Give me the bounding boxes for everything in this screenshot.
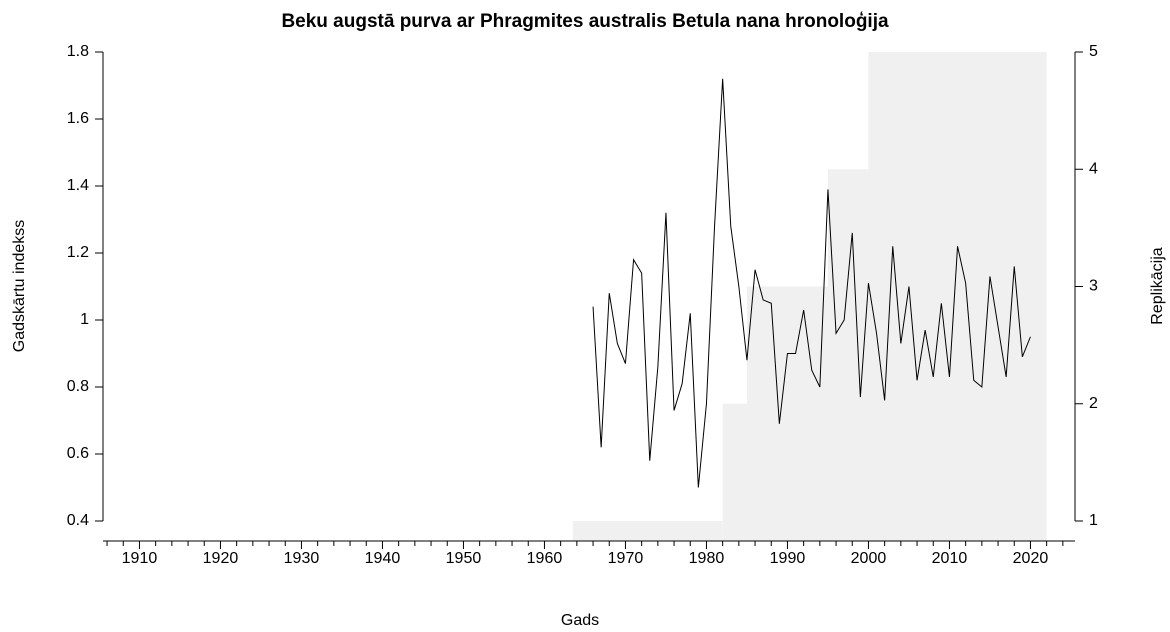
x-tick-label: 1940	[365, 550, 401, 567]
y-axis-label: Gadskārtu indekss	[11, 220, 28, 353]
x-tick-label: 1930	[284, 550, 320, 567]
x-tick-label: 2010	[932, 550, 968, 567]
y-tick-label: 0.8	[67, 378, 89, 395]
x-tick-label: 1910	[122, 550, 158, 567]
replication-step	[827, 169, 869, 541]
y2-tick-label: 3	[1089, 278, 1098, 295]
y-tick-label: 1.2	[67, 244, 89, 261]
x-axis-label: Gads	[561, 612, 599, 629]
y2-tick-label: 5	[1089, 43, 1098, 60]
replication-step	[746, 286, 828, 541]
replication-step	[572, 521, 723, 541]
x-tick-label: 1960	[527, 550, 563, 567]
x-tick-label: 2000	[851, 550, 887, 567]
x-tick-label: 1920	[203, 550, 239, 567]
y-tick-label: 0.4	[67, 512, 89, 529]
y2-axis-label: Replikācija	[1149, 247, 1166, 324]
y-tick-label: 1.6	[67, 110, 89, 127]
x-tick-label: 1980	[689, 550, 725, 567]
y-tick-label: 1.8	[67, 43, 89, 60]
y-tick-label: 1.4	[67, 177, 89, 194]
y-tick-label: 1	[80, 311, 89, 328]
y2-tick-label: 1	[1089, 512, 1098, 529]
index-line	[592, 78, 1031, 488]
x-tick-label: 1970	[608, 550, 644, 567]
x-tick-label: 2020	[1013, 550, 1049, 567]
replication-step	[722, 403, 747, 541]
x-tick-label: 1990	[770, 550, 806, 567]
chart-title: Beku augstā purva ar Phragmites australi…	[281, 11, 889, 32]
y2-tick-label: 4	[1089, 160, 1098, 177]
replication-step	[868, 52, 1047, 541]
x-tick-label: 1950	[446, 550, 482, 567]
y2-tick-label: 2	[1089, 395, 1098, 412]
background-layer	[572, 52, 1047, 541]
y-tick-label: 0.6	[67, 445, 89, 462]
